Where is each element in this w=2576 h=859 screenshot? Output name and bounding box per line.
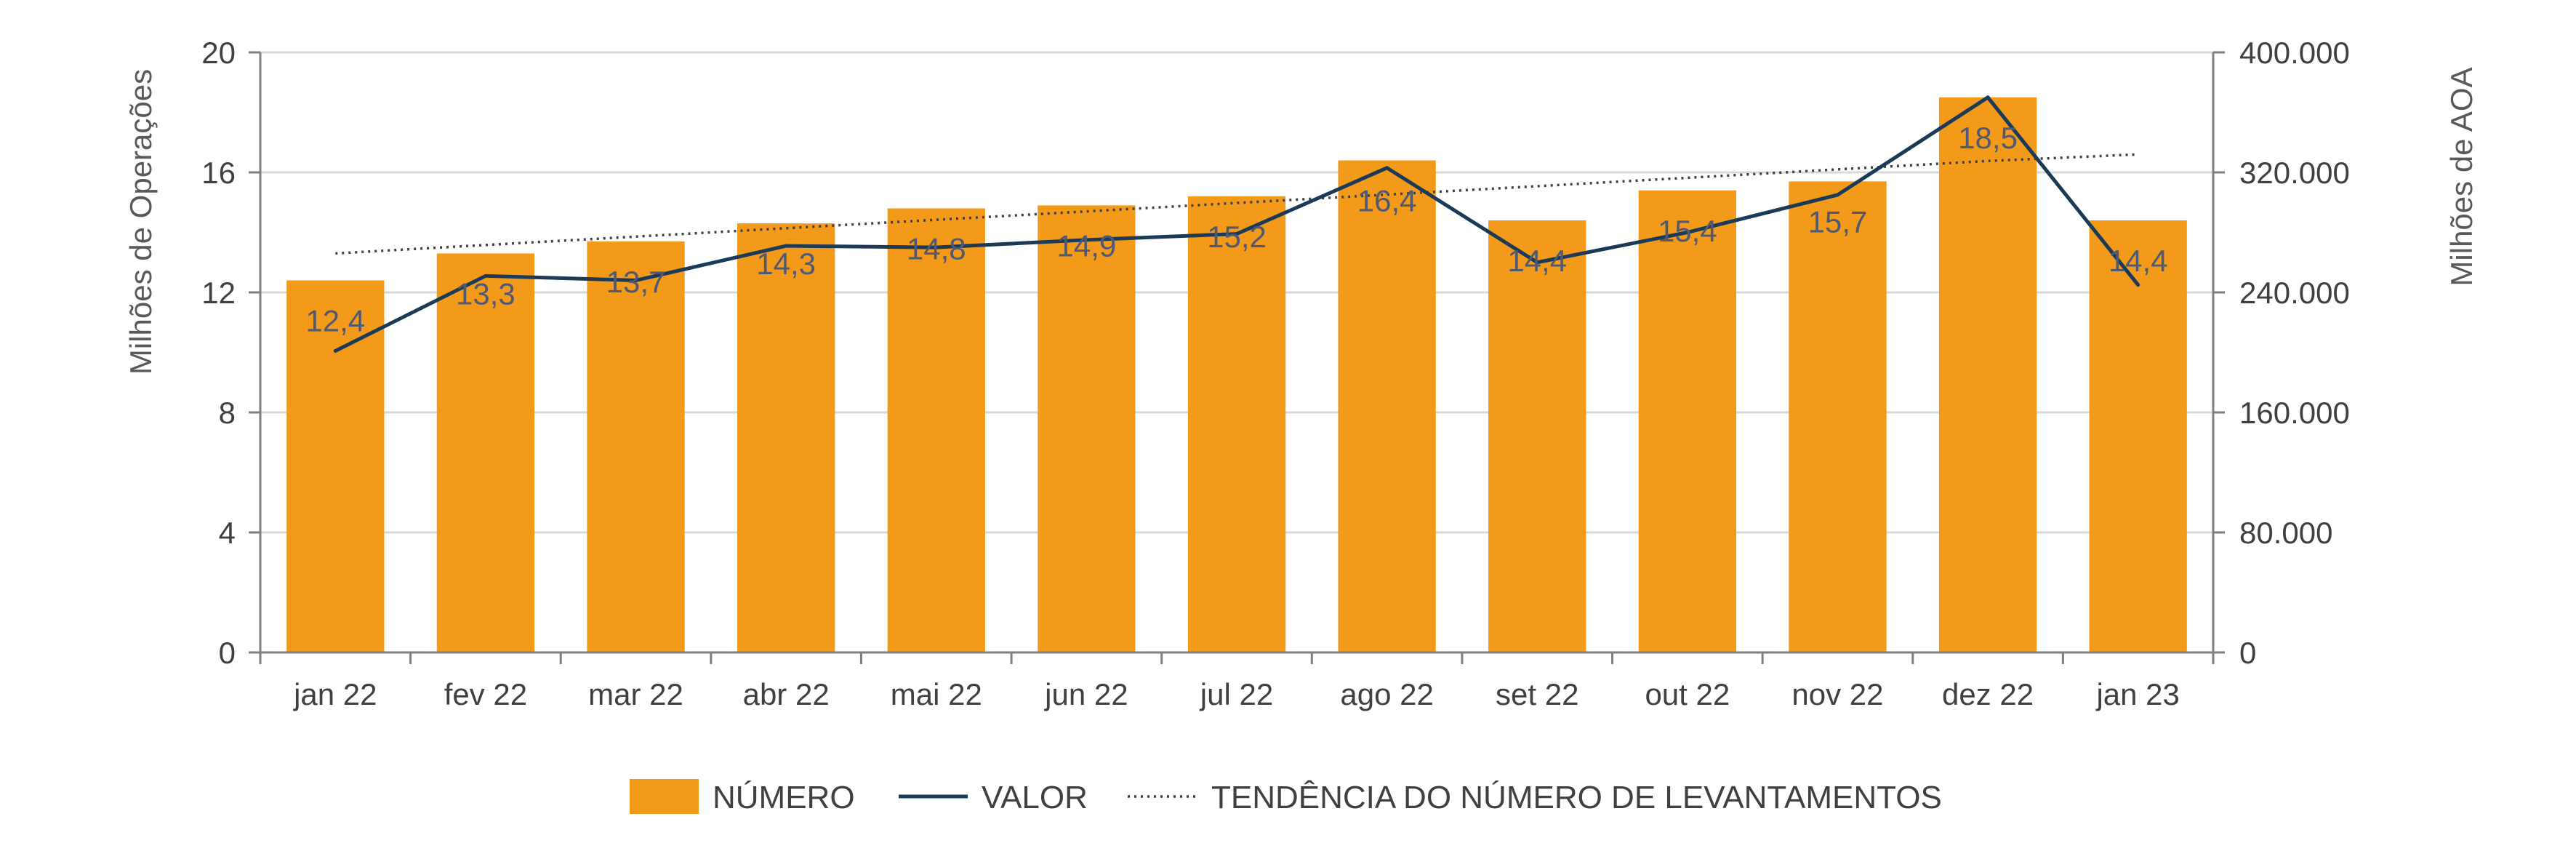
bar-series-numero: [286, 97, 2187, 652]
bar: [2089, 220, 2187, 652]
bar-data-label: 14,8: [907, 232, 966, 266]
bar: [1338, 160, 1436, 652]
y-tick-label-right: 0: [2239, 636, 2256, 670]
legend-label-numero: NÚMERO: [713, 780, 855, 815]
valor-point: [1685, 231, 1690, 234]
bar: [887, 208, 985, 652]
bar: [1789, 181, 1887, 652]
bar-data-label: 13,7: [606, 265, 666, 299]
valor-point: [1535, 260, 1539, 265]
legend-swatch-numero: [630, 779, 699, 814]
x-tick-label: dez 22: [1942, 677, 2034, 711]
bar: [1038, 205, 1136, 652]
x-tick-label: jun 22: [1043, 677, 1128, 711]
valor-point: [1835, 193, 1839, 197]
valor-point: [784, 244, 788, 248]
data-labels: 12,4 13,3 13,7 14,3 14,8 14,9 15,2 16,4 14,4 15,4…: [305, 121, 2167, 338]
bar: [1938, 97, 2037, 652]
bar-data-label: 14,9: [1057, 228, 1117, 263]
bar-data-label: 14,4: [1507, 244, 1567, 278]
bar: [1488, 220, 1586, 652]
x-tick-label: fev 22: [444, 677, 527, 711]
y-tick-label-right: 320.000: [2239, 156, 2350, 190]
axes: [249, 51, 2225, 664]
x-tick-label: out 22: [1645, 677, 1730, 711]
bar: [737, 223, 835, 652]
bar-data-label: 12,4: [305, 304, 365, 338]
valor-point: [1235, 232, 1239, 236]
y-tick-label-left: 16: [201, 156, 236, 190]
valor-point: [1986, 95, 1990, 100]
valor-point: [934, 245, 939, 249]
y-tick-label-left: 12: [201, 276, 236, 310]
y-tick-label-left: 4: [219, 516, 236, 550]
bar-data-label: 14,3: [756, 247, 816, 281]
bar-data-label: 15,4: [1658, 214, 1717, 248]
valor-point: [1385, 166, 1389, 170]
valor-point: [483, 273, 488, 278]
bar-data-label: 15,7: [1808, 204, 1868, 239]
x-tick-label: jan 23: [2095, 677, 2179, 711]
bar: [587, 241, 685, 652]
x-tick-label: ago 22: [1340, 677, 1433, 711]
x-tick-label: abr 22: [743, 677, 830, 711]
bar-data-label: 16,4: [1357, 184, 1417, 218]
y-tick-label-left: 20: [201, 36, 236, 70]
y-tick-label-right: 80.000: [2239, 516, 2332, 550]
y-tick-label-right: 160.000: [2239, 396, 2350, 430]
x-tick-label: nov 22: [1791, 677, 1883, 711]
x-tick-label: jan 22: [292, 677, 377, 711]
bar-data-label: 13,3: [456, 276, 515, 311]
y-axis-title-left: Milhões de Operações: [124, 69, 158, 375]
bar-data-label: 15,2: [1207, 220, 1267, 254]
bar-data-label: 18,5: [1958, 121, 2018, 155]
y-tick-label-left: 0: [219, 636, 236, 670]
x-tick-label: mai 22: [891, 677, 982, 711]
valor-point: [1084, 238, 1088, 242]
legend: NÚMERO VALOR TENDÊNCIA DO NÚMERO DE LEVANT…: [630, 779, 1942, 815]
x-tick-label: set 22: [1496, 677, 1578, 711]
bar: [1187, 196, 1286, 652]
x-tick-label: jul 22: [1199, 677, 1273, 711]
line-series-valor: [333, 95, 2140, 353]
bar: [286, 280, 385, 652]
legend-label-valor: VALOR: [982, 780, 1088, 815]
bar: [1638, 190, 1736, 652]
legend-label-trend: TENDÊNCIA DO NÚMERO DE LEVANTAMENTOS: [1211, 780, 1942, 815]
bar: [436, 253, 535, 652]
valor-point: [333, 348, 337, 353]
bar-data-label: 14,4: [2108, 244, 2168, 278]
y-tick-label-right: 240.000: [2239, 276, 2350, 310]
y-tick-label-left: 8: [219, 396, 236, 430]
valor-point: [634, 279, 638, 282]
x-tick-label: mar 22: [588, 677, 683, 711]
valor-point: [2136, 283, 2140, 287]
y-tick-label-right: 400.000: [2239, 36, 2350, 70]
y-axis-title-right: Milhões de AOA: [2444, 67, 2479, 286]
tick-labels: 0 4 8 12 16 20 0 80.000 160.000 240.000 320.000 400…: [201, 36, 2350, 711]
